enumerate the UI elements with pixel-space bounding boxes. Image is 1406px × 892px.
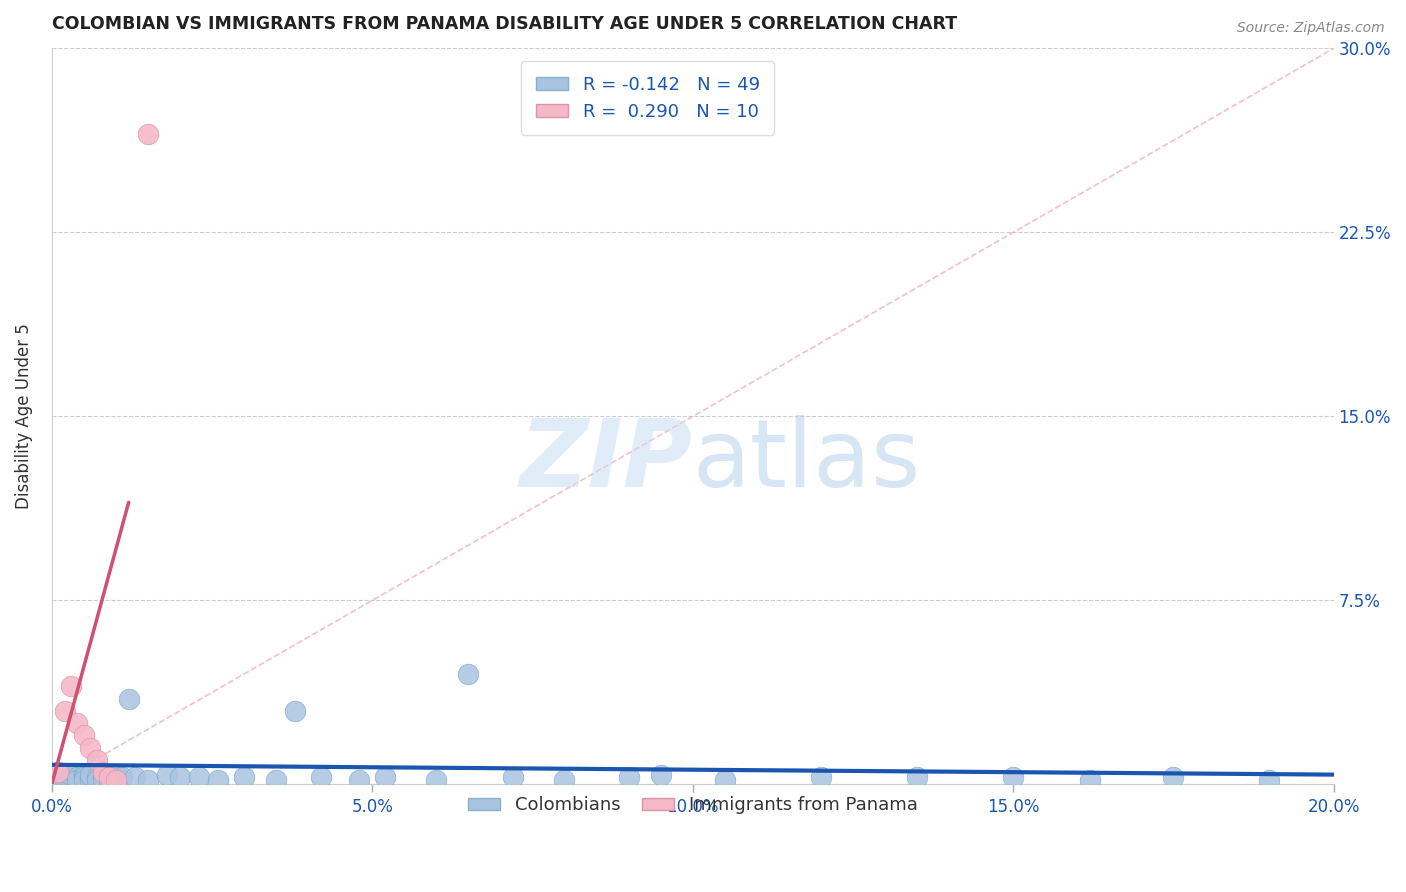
Point bbox=[284, 704, 307, 718]
Point bbox=[86, 753, 108, 767]
Text: COLOMBIAN VS IMMIGRANTS FROM PANAMA DISABILITY AGE UNDER 5 CORRELATION CHART: COLOMBIAN VS IMMIGRANTS FROM PANAMA DISA… bbox=[52, 15, 957, 33]
Point bbox=[374, 770, 396, 784]
Point bbox=[91, 770, 114, 784]
Point bbox=[98, 770, 121, 784]
Point bbox=[169, 770, 191, 784]
Point bbox=[53, 767, 76, 781]
Point bbox=[66, 716, 89, 731]
Point bbox=[233, 770, 256, 784]
Point bbox=[810, 770, 832, 784]
Point bbox=[46, 772, 69, 787]
Point bbox=[66, 770, 89, 784]
Point bbox=[713, 772, 735, 787]
Point bbox=[79, 770, 101, 784]
Point bbox=[188, 770, 211, 784]
Point bbox=[124, 770, 146, 784]
Point bbox=[502, 770, 524, 784]
Point bbox=[425, 772, 447, 787]
Point bbox=[136, 128, 159, 142]
Point bbox=[98, 770, 121, 784]
Point bbox=[59, 772, 82, 787]
Point bbox=[86, 770, 108, 784]
Point bbox=[59, 767, 82, 781]
Point bbox=[905, 770, 928, 784]
Point bbox=[264, 772, 287, 787]
Point bbox=[46, 765, 69, 780]
Point bbox=[98, 772, 121, 787]
Point bbox=[309, 770, 332, 784]
Text: atlas: atlas bbox=[693, 415, 921, 507]
Point bbox=[104, 767, 127, 781]
Point bbox=[91, 765, 114, 780]
Point bbox=[73, 772, 96, 787]
Point bbox=[1258, 772, 1281, 787]
Legend: Colombians, Immigrants from Panama: Colombians, Immigrants from Panama bbox=[456, 784, 931, 827]
Point bbox=[79, 772, 101, 787]
Point bbox=[349, 772, 371, 787]
Point bbox=[46, 770, 69, 784]
Point bbox=[111, 770, 134, 784]
Point bbox=[59, 770, 82, 784]
Point bbox=[59, 679, 82, 693]
Point bbox=[553, 772, 575, 787]
Point bbox=[73, 767, 96, 781]
Point bbox=[53, 704, 76, 718]
Point bbox=[617, 770, 640, 784]
Point bbox=[1002, 770, 1025, 784]
Point bbox=[650, 767, 672, 781]
Point bbox=[73, 770, 96, 784]
Text: Source: ZipAtlas.com: Source: ZipAtlas.com bbox=[1237, 21, 1385, 35]
Y-axis label: Disability Age Under 5: Disability Age Under 5 bbox=[15, 324, 32, 509]
Point bbox=[79, 767, 101, 781]
Point bbox=[104, 772, 127, 787]
Point bbox=[118, 691, 141, 706]
Point bbox=[156, 767, 179, 781]
Point bbox=[79, 740, 101, 755]
Point bbox=[86, 772, 108, 787]
Point bbox=[91, 772, 114, 787]
Text: ZIP: ZIP bbox=[520, 415, 693, 507]
Point bbox=[66, 772, 89, 787]
Point bbox=[136, 772, 159, 787]
Point bbox=[73, 728, 96, 742]
Point bbox=[207, 772, 229, 787]
Point bbox=[1161, 770, 1184, 784]
Point bbox=[457, 667, 479, 681]
Point bbox=[1078, 772, 1101, 787]
Point bbox=[53, 772, 76, 787]
